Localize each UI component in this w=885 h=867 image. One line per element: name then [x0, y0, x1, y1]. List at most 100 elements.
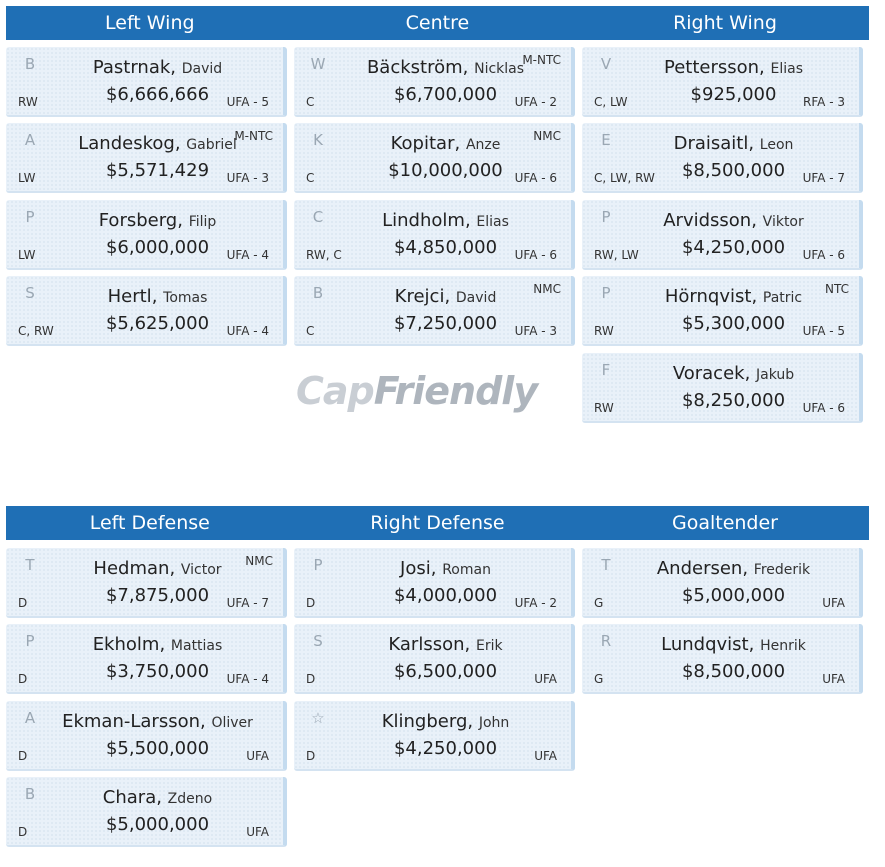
player-name[interactable]: Karlsson, Erik: [388, 634, 503, 656]
player-first-name: Leon: [759, 137, 794, 154]
player-clause: M-NTC: [522, 53, 561, 67]
vancouver-canucks-icon: V: [600, 55, 612, 73]
player-salary: $6,700,000: [393, 84, 498, 105]
player-card[interactable]: F Voracek, Jakub $8,250,000 RW UFA - 6: [582, 352, 863, 423]
player-name[interactable]: Hertl, Tomas: [107, 286, 208, 308]
player-card[interactable]: P Hörnqvist, Patric $5,300,000 RW UFA - 5 NTC: [582, 276, 863, 347]
player-card[interactable]: R Lundqvist, Henrik $8,500,000 G UFA: [582, 624, 863, 695]
player-position: G: [594, 596, 604, 610]
player-card[interactable]: V Pettersson, Elias $925,000 C, LW RFA - 3: [582, 47, 863, 117]
player-card[interactable]: A Landeskog, Gabriel $5,571,429 LW UFA - 3 M-…: [6, 123, 287, 194]
player-card[interactable]: P Ekholm, Mattias $3,750,000 D UFA - 4: [6, 624, 287, 695]
player-name[interactable]: Kopitar, Anze: [390, 133, 501, 155]
player-salary: $5,300,000: [681, 313, 786, 335]
player-position: C, LW, RW: [594, 171, 655, 186]
player-last-name: Krejci: [394, 286, 445, 308]
player-first-name: Oliver: [211, 714, 253, 731]
player-card[interactable]: S Hertl, Tomas $5,625,000 C, RW UFA - 4: [6, 276, 287, 347]
player-position: RW, LW: [594, 247, 639, 262]
player-salary: $4,850,000: [393, 236, 498, 258]
player-name[interactable]: Draisaitl, Leon: [673, 133, 794, 155]
player-name[interactable]: Bäckström, Nicklas: [366, 57, 525, 78]
player-card[interactable]: A Ekman-Larsson, Oliver $5,500,000 D UFA: [6, 700, 287, 771]
player-position: LW: [18, 171, 36, 186]
player-contract: UFA: [822, 672, 845, 687]
player-name[interactable]: Klingberg, John: [381, 710, 510, 732]
player-position: LW: [18, 247, 36, 262]
player-card[interactable]: B Krejci, David $7,250,000 C UFA - 3 NMC: [294, 276, 575, 347]
player-name[interactable]: Lindholm, Elias: [382, 209, 509, 231]
player-position: D: [18, 825, 28, 840]
column-left-wing: B Pastrnak, David $6,666,666 RW UFA - 5 A Land…: [6, 47, 287, 353]
nashville-predators-icon: P: [25, 632, 35, 651]
player-salary: $8,500,000: [681, 160, 786, 182]
player-salary: $5,000,000: [105, 814, 210, 836]
column-right-wing: V Pettersson, Elias $925,000 C, LW RFA - 3 E D…: [582, 47, 863, 429]
player-name[interactable]: Arvidsson, Viktor: [663, 209, 804, 231]
player-salary: $5,500,000: [105, 737, 210, 759]
player-contract: UFA - 7: [802, 171, 845, 186]
player-contract: UFA - 2: [514, 596, 557, 610]
player-name[interactable]: Landeskog, Gabriel: [78, 133, 237, 155]
player-salary: $3,750,000: [105, 661, 210, 683]
player-card[interactable]: E Draisaitl, Leon $8,500,000 C, LW, RW UFA -…: [582, 123, 863, 194]
player-card[interactable]: B Pastrnak, David $6,666,666 RW UFA - 5: [6, 47, 287, 117]
player-clause: NMC: [245, 554, 273, 568]
player-salary: $4,250,000: [681, 236, 786, 258]
player-name[interactable]: Krejci, David: [394, 286, 497, 308]
player-last-name: Landeskog: [78, 133, 175, 155]
san-jose-sharks-icon: S: [25, 284, 35, 303]
player-name[interactable]: Ekman-Larsson, Oliver: [62, 710, 253, 732]
player-card[interactable]: K Kopitar, Anze $10,000,000 C UFA - 6 NMC: [294, 123, 575, 194]
boston-bruins-icon: B: [24, 785, 36, 804]
player-contract: UFA - 6: [514, 171, 557, 186]
washington-capitals-icon: W: [310, 55, 326, 73]
player-salary: $4,250,000: [393, 737, 498, 759]
player-last-name: Forsberg: [98, 209, 178, 231]
player-name[interactable]: Pettersson, Elias: [663, 57, 803, 78]
player-name[interactable]: Andersen, Frederik: [656, 558, 811, 579]
player-position: D: [18, 672, 28, 687]
player-name[interactable]: Chara, Zdeno: [102, 787, 213, 809]
player-name[interactable]: Josi, Roman: [400, 558, 491, 579]
player-card[interactable]: B Chara, Zdeno $5,000,000 D UFA: [6, 777, 287, 848]
boston-bruins-icon: B: [24, 55, 36, 73]
player-position: C, RW: [18, 324, 54, 339]
player-first-name: Frederik: [753, 562, 811, 578]
player-card[interactable]: P Arvidsson, Viktor $4,250,000 RW, LW UFA - …: [582, 199, 863, 270]
player-name[interactable]: Lundqvist, Henrik: [661, 634, 806, 656]
watermark-cap: Cap: [296, 369, 375, 413]
player-contract: UFA - 3: [514, 324, 557, 339]
player-card[interactable]: P Josi, Roman $4,000,000 D UFA - 2: [294, 548, 575, 618]
player-card[interactable]: C Lindholm, Elias $4,850,000 RW, C UFA - 6: [294, 199, 575, 270]
player-card[interactable]: ☆ Klingberg, John $4,250,000 D UFA: [294, 700, 575, 771]
player-position: RW: [18, 95, 38, 109]
player-card[interactable]: W Bäckström, Nicklas $6,700,000 C UFA - 2 M-N…: [294, 47, 575, 117]
player-name[interactable]: Forsberg, Filip: [98, 209, 217, 231]
player-contract: UFA - 6: [514, 247, 557, 262]
column-centre: W Bäckström, Nicklas $6,700,000 C UFA - 2 M-N…: [294, 47, 575, 353]
player-position: D: [18, 748, 28, 763]
edmonton-oilers-icon: E: [601, 131, 611, 150]
player-name[interactable]: Hedman, Victor: [93, 558, 222, 579]
player-first-name: Anze: [465, 137, 501, 154]
player-card[interactable]: T Andersen, Frederik $5,000,000 G UFA: [582, 548, 863, 618]
player-contract: UFA - 4: [226, 247, 269, 262]
player-contract: UFA: [534, 672, 557, 687]
player-name[interactable]: Hörnqvist, Patric: [664, 286, 803, 308]
player-first-name: Zdeno: [167, 791, 213, 808]
new-york-rangers-icon: R: [600, 632, 612, 651]
header-right-wing: Right Wing: [673, 12, 777, 34]
player-last-name: Lindholm: [382, 209, 465, 231]
player-position: D: [306, 748, 316, 763]
player-position: RW: [594, 400, 614, 415]
player-card[interactable]: T Hedman, Victor $7,875,000 D UFA - 7 NMC: [6, 548, 287, 618]
player-name[interactable]: Ekholm, Mattias: [92, 634, 223, 656]
player-name[interactable]: Pastrnak, David: [92, 57, 223, 78]
player-position: RW: [594, 324, 614, 339]
player-first-name: John: [478, 714, 510, 731]
player-card[interactable]: S Karlsson, Erik $6,500,000 D UFA: [294, 624, 575, 695]
player-name[interactable]: Voracek, Jakub: [672, 362, 795, 384]
player-card[interactable]: P Forsberg, Filip $6,000,000 LW UFA - 4: [6, 199, 287, 270]
player-first-name: Jakub: [756, 366, 795, 383]
